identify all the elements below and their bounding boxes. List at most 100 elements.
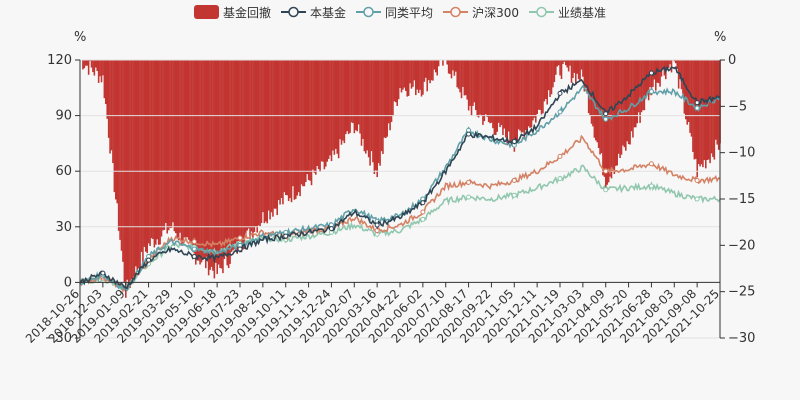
legend-item-2[interactable]: 同类平均 (356, 4, 433, 21)
drawdown-bar (145, 60, 147, 252)
drawdown-bar (539, 60, 541, 110)
drawdown-bar (315, 60, 317, 175)
drawdown-bar (146, 60, 149, 254)
drawdown-bar (479, 60, 481, 115)
drawdown-bar (393, 60, 396, 102)
drawdown-bar (325, 60, 327, 167)
drawdown-bar (372, 60, 374, 163)
series-point (374, 222, 380, 228)
drawdown-bar (323, 60, 326, 170)
drawdown-bar (400, 60, 403, 93)
series-point (603, 116, 609, 122)
drawdown-bar (422, 60, 424, 95)
drawdown-bar (506, 60, 509, 146)
drawdown-bar (550, 60, 553, 95)
drawdown-bar (196, 60, 199, 261)
drawdown-bar (135, 60, 137, 267)
drawdown-bar (496, 60, 499, 132)
drawdown-bar (633, 60, 636, 128)
series-line (79, 134, 721, 293)
drawdown-bar (473, 60, 476, 103)
drawdown-bar (132, 60, 134, 281)
series-line (79, 84, 721, 292)
drawdown-bar (546, 60, 549, 105)
drawdown-bar (292, 60, 294, 187)
drawdown-bar (262, 60, 264, 213)
drawdown-bar (89, 60, 91, 62)
drawdown-bar (227, 60, 230, 269)
drawdown-bar (413, 60, 416, 81)
drawdown-bar (96, 60, 99, 71)
drawdown-bar (289, 60, 291, 199)
drawdown-bar (453, 60, 456, 76)
drawdown-bar (203, 60, 206, 259)
drawdown-bar (455, 60, 457, 72)
drawdown-bars (82, 60, 721, 298)
drawdown-bar (590, 60, 593, 124)
drawdown-bar (585, 60, 587, 88)
left-axis-unit: % (74, 30, 87, 45)
drawdown-bar (596, 60, 599, 143)
drawdown-bar (332, 60, 334, 151)
drawdown-bar (257, 60, 260, 226)
drawdown-bar (173, 60, 176, 232)
drawdown-bar (435, 60, 437, 73)
drawdown-bar (223, 60, 226, 260)
drawdown-bar (640, 60, 643, 113)
drawdown-bar (487, 60, 490, 123)
drawdown-bar (409, 60, 411, 84)
drawdown-bar (407, 60, 410, 96)
drawdown-bar (669, 60, 671, 65)
drawdown-bar (416, 60, 419, 90)
drawdown-bar (109, 60, 111, 154)
legend-label: 本基金 (310, 5, 347, 20)
drawdown-bar (707, 60, 710, 160)
drawdown-bar (620, 60, 623, 155)
drawdown-bar (367, 60, 370, 158)
drawdown-bar (179, 60, 181, 233)
drawdown-bar (153, 60, 156, 248)
drawdown-bar (397, 60, 400, 100)
drawdown-bar (125, 60, 127, 298)
drawdown-bar (566, 60, 569, 68)
drawdown-bar (116, 60, 119, 204)
drawdown-bar (682, 60, 684, 94)
drawdown-bar (286, 60, 289, 196)
drawdown-bar (686, 60, 689, 125)
legend-line-swatch (528, 6, 554, 18)
series-point (694, 196, 700, 202)
series-point (557, 176, 563, 182)
drawdown-bar (192, 60, 194, 251)
legend-item-4[interactable]: 业绩基准 (528, 4, 606, 21)
drawdown-bar (252, 60, 254, 238)
left-tick-label: 120 (47, 53, 72, 68)
drawdown-bar (213, 60, 216, 279)
series-point (511, 139, 517, 145)
left-tick-label: 60 (55, 164, 72, 179)
drawdown-bar (556, 60, 559, 67)
drawdown-bar (519, 60, 521, 131)
drawdown-bar (126, 60, 129, 280)
drawdown-bar (279, 60, 281, 205)
drawdown-bar (493, 60, 496, 135)
drawdown-bar (403, 60, 406, 88)
drawdown-bar (569, 60, 571, 66)
drawdown-bar (470, 60, 473, 116)
drawdown-bar (552, 60, 554, 88)
drawdown-bar (497, 60, 500, 123)
drawdown-bar (716, 60, 719, 145)
legend-item-3[interactable]: 沪深300 (443, 4, 519, 21)
drawdown-bar (356, 60, 359, 132)
drawdown-bar (122, 60, 124, 262)
drawdown-bar (607, 60, 610, 183)
drawdown-bar (280, 60, 283, 199)
drawdown-bar (247, 60, 250, 229)
drawdown-bar (256, 60, 259, 233)
legend-item-1[interactable]: 本基金 (281, 4, 346, 21)
legend-item-0[interactable]: 基金回撤 (194, 4, 271, 21)
drawdown-bar (630, 60, 633, 132)
drawdown-bar (209, 60, 211, 270)
drawdown-bar (606, 60, 609, 185)
series-point (237, 246, 243, 252)
drawdown-bar (689, 60, 691, 133)
